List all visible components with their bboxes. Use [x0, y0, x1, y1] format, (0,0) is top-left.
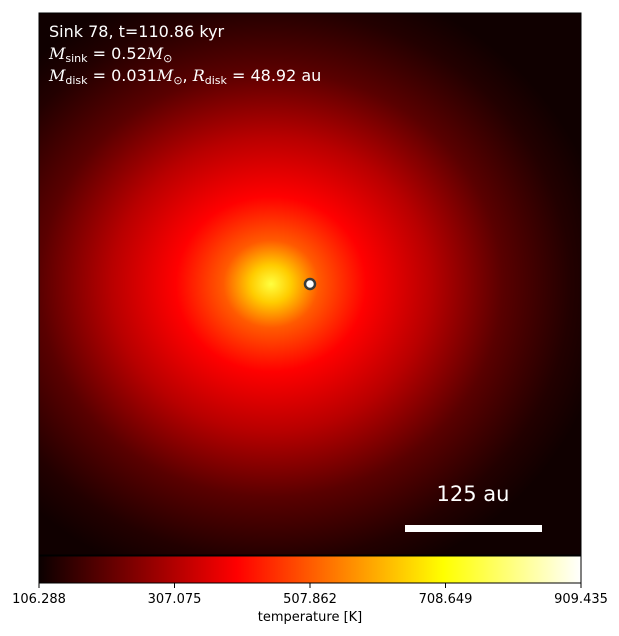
r-disk-subscript: disk	[204, 74, 227, 87]
scale-bar-label: 125 au	[436, 482, 510, 506]
title-line-2: Msink = 0.52M⊙	[49, 44, 172, 68]
scale-bar	[405, 525, 542, 532]
r-disk-value: = 48.92 au	[231, 66, 322, 85]
title-line-3: Mdisk = 0.031M⊙, Rdisk = 48.92 au	[49, 66, 322, 87]
r-disk-symbol: R	[192, 66, 205, 85]
colorbar-tick-label: 507.862	[283, 592, 337, 607]
colorbar-tick-label: 106.288	[12, 592, 66, 607]
colorbar-tick-label: 909.435	[554, 592, 608, 607]
m-disk-value: = 0.031	[92, 66, 157, 85]
title-line-1: Sink 78, t=110.86 kyr	[49, 22, 224, 41]
solar-symbol: ⊙	[163, 52, 173, 65]
colorbar-tick-label: 708.649	[418, 592, 473, 607]
colorbar-ticks	[38, 583, 582, 588]
solar-symbol-2: ⊙	[173, 74, 183, 87]
colorbar-gradient	[39, 556, 581, 583]
m-disk-subscript: disk	[65, 74, 88, 87]
colorbar-label: temperature [K]	[257, 610, 363, 625]
sink-time-label: Sink 78, t=110.86 kyr	[49, 22, 225, 41]
panel-frame	[38, 12, 582, 556]
colorbar-tick-label: 307.075	[147, 592, 202, 607]
m-disk-symbol: M	[49, 66, 66, 85]
colorbar	[38, 555, 582, 588]
sink-marker	[303, 277, 317, 291]
m-sink-subscript: sink	[65, 52, 88, 65]
m-disk-unit: M	[156, 66, 174, 85]
m-sink-symbol: M	[49, 44, 66, 63]
m-sink-unit: M	[146, 44, 164, 63]
m-sink-value: = 0.52	[92, 44, 147, 63]
